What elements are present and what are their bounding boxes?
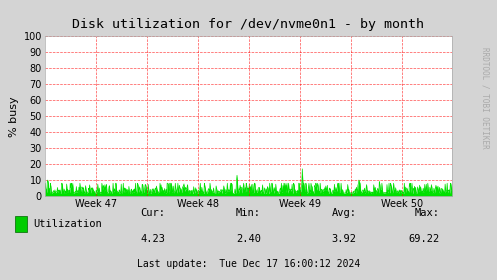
Bar [15,216,27,232]
Text: 4.23: 4.23 [141,234,166,244]
Text: Disk utilization for /dev/nvme0n1 - by month: Disk utilization for /dev/nvme0n1 - by m… [73,18,424,31]
Text: Cur:: Cur: [141,208,166,218]
Y-axis label: % busy: % busy [9,96,19,137]
Text: Max:: Max: [414,208,439,218]
Text: Avg:: Avg: [331,208,356,218]
Text: Last update:  Tue Dec 17 16:00:12 2024: Last update: Tue Dec 17 16:00:12 2024 [137,259,360,269]
Text: 3.92: 3.92 [331,234,356,244]
Text: Min:: Min: [236,208,261,218]
Text: RRDTOOL / TOBI OETIKER: RRDTOOL / TOBI OETIKER [481,47,490,149]
Text: Utilization: Utilization [33,219,101,229]
Text: 2.40: 2.40 [236,234,261,244]
Text: 69.22: 69.22 [408,234,439,244]
